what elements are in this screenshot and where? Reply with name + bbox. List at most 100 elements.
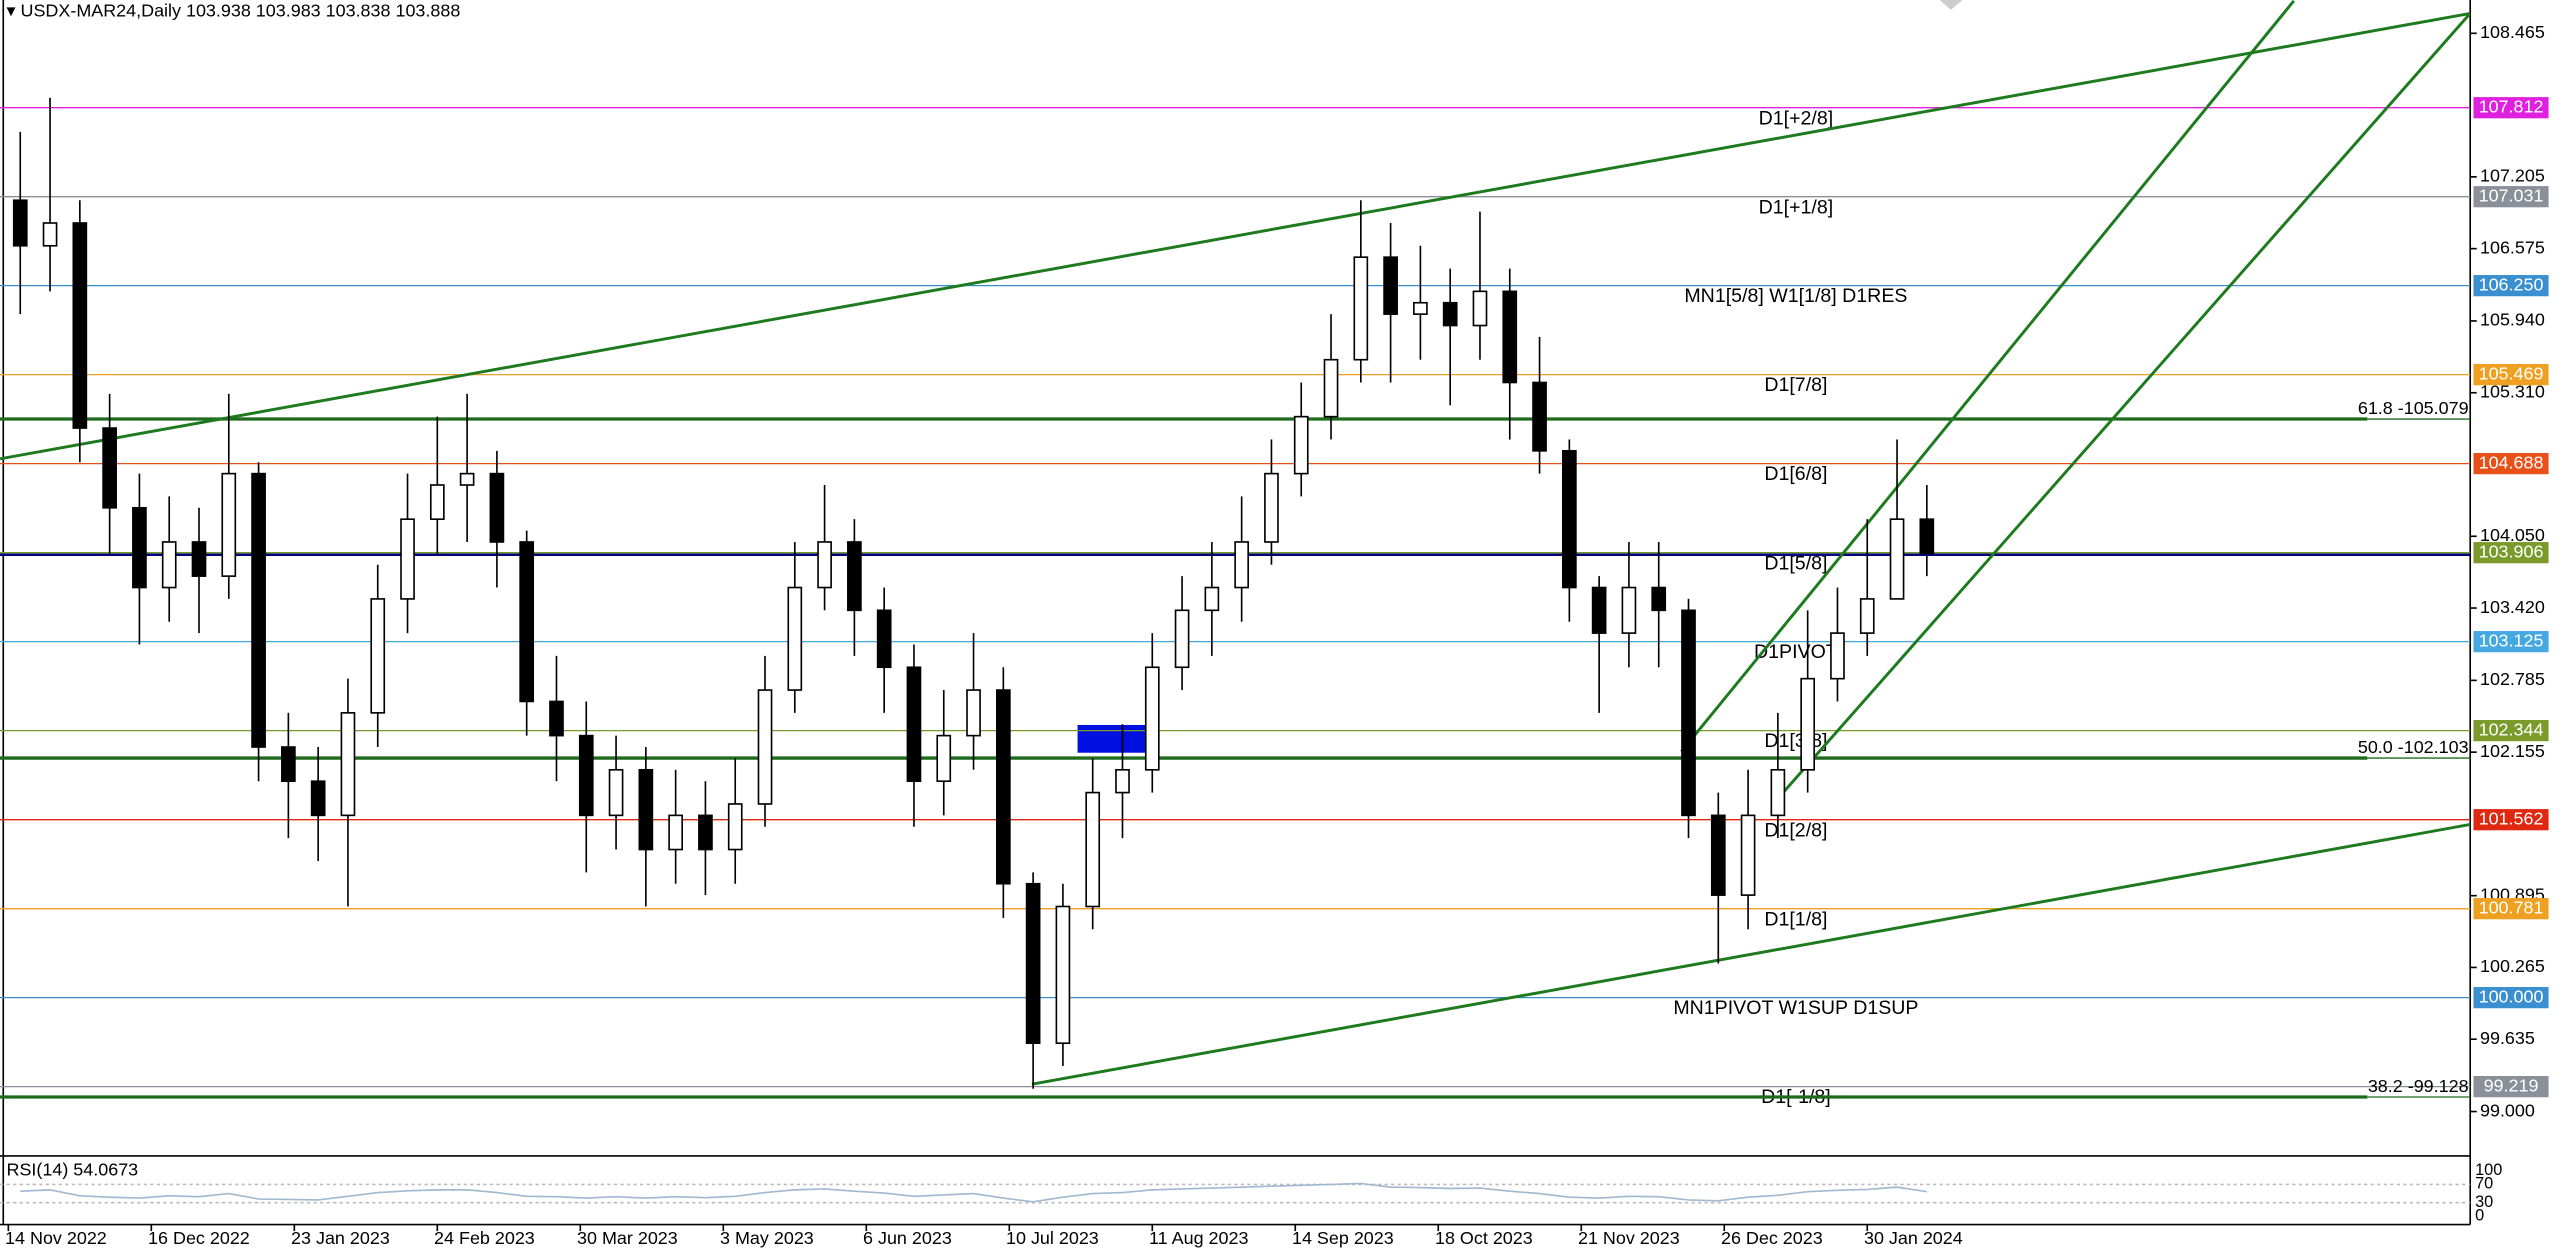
candle-body: [1383, 256, 1398, 315]
x-tick-label: 26 Dec 2023: [1721, 1228, 1823, 1248]
rsi-tick-label: 0: [2475, 1207, 2484, 1225]
level-label: D1[2/8]: [1764, 819, 1827, 841]
ohlc-low: 103.838: [326, 0, 391, 20]
candle-body: [1859, 598, 1875, 634]
level-label: D1PIVOT: [1754, 641, 1838, 663]
candle-body: [817, 541, 832, 589]
y-tick-label: 108.465: [2480, 22, 2545, 42]
level-label: MN1PIVOT W1SUP D1SUP: [1673, 997, 1918, 1019]
candle-body: [1681, 609, 1696, 817]
candle-body: [400, 518, 415, 600]
y-tick-label: 103.420: [2480, 597, 2545, 617]
x-tick-label: 30 Jan 2024: [1864, 1228, 1963, 1248]
fib-label: 38.2 -99.128: [2368, 1076, 2469, 1096]
y-tick-label: 107.205: [2480, 166, 2545, 186]
price-box: [2473, 364, 2549, 386]
candle-body: [1204, 586, 1220, 612]
rsi-tick-label: 30: [2475, 1193, 2493, 1211]
price-box-label: 104.688: [2479, 452, 2544, 472]
candle-body: [191, 541, 207, 577]
candle-body: [906, 666, 922, 783]
candle-body: [251, 472, 266, 748]
candle-body: [668, 814, 683, 851]
candle-body: [1144, 666, 1160, 771]
symbol: USDX-MAR24,Daily: [21, 0, 182, 20]
price-box: [2473, 186, 2549, 208]
x-tick-label: 16 Dec 2022: [148, 1228, 250, 1248]
candle-body: [1025, 882, 1041, 1045]
price-box-label: 103.125: [2479, 630, 2544, 650]
x-tick-label: 24 Feb 2023: [434, 1228, 535, 1248]
price-box: [2473, 1075, 2549, 1098]
rsi-name: RSI(14): [7, 1159, 69, 1179]
candle-body: [72, 222, 88, 429]
trendline: [1774, 12, 2471, 802]
x-tick-label: 3 May 2023: [720, 1228, 814, 1248]
x-tick-label: 11 Aug 2023: [1149, 1228, 1248, 1248]
candle-body: [757, 689, 773, 805]
ohlc-high: 103.983: [256, 0, 321, 20]
candle-body: [1651, 586, 1667, 612]
y-tick-label: 105.310: [2480, 381, 2545, 401]
y-tick-label: 105.940: [2480, 310, 2545, 330]
candle-body: [429, 484, 445, 520]
price-box: [2473, 542, 2549, 564]
x-tick-label: 30 Mar 2023: [577, 1228, 678, 1248]
candle-body: [310, 780, 326, 817]
price-box: [2473, 987, 2549, 1009]
x-tick-label: 18 Oct 2023: [1435, 1228, 1533, 1248]
level-label: D1[+2/8]: [1759, 107, 1834, 129]
candle-body: [1591, 586, 1607, 634]
candle-body: [132, 506, 147, 589]
price-box-label: 107.031: [2479, 185, 2544, 205]
candle-body: [161, 541, 177, 589]
candle-body: [727, 803, 743, 851]
price-box-label: 102.344: [2479, 719, 2544, 739]
candle-body: [966, 689, 981, 737]
price-box-label: 107.812: [2479, 96, 2544, 116]
chart-header: ▾ USDX-MAR24,Daily 103.938 103.983 103.8…: [7, 0, 461, 20]
candle-body: [1770, 768, 1786, 817]
y-tick-label: 99.000: [2480, 1100, 2535, 1120]
candle-body: [995, 689, 1011, 885]
candle-body: [1115, 768, 1130, 794]
level-label: MN1[5/8] W1[1/8] D1RES: [1684, 285, 1907, 307]
level-label: D1[+1/8]: [1759, 196, 1834, 218]
scroll-marker: [1939, 0, 1963, 10]
candle-body: [1621, 586, 1637, 634]
level-label: D1[5/8]: [1764, 552, 1827, 574]
price-box: [2473, 452, 2549, 475]
y-tick-label: 104.050: [2480, 525, 2545, 545]
ohlc-open: 103.938: [186, 0, 251, 20]
price-box-label: 101.562: [2479, 808, 2544, 828]
trendline: [1680, 0, 2295, 753]
candle-body: [519, 541, 535, 703]
candle-body: [578, 734, 594, 817]
candle-body: [459, 472, 475, 486]
candle-body: [340, 712, 356, 817]
price-box: [2473, 631, 2549, 653]
x-tick-label: 14 Nov 2022: [5, 1228, 107, 1248]
y-tick-label: 102.155: [2480, 741, 2545, 761]
candle-body: [1174, 609, 1190, 669]
price-box: [2473, 809, 2549, 831]
price-box: [2473, 275, 2549, 297]
price-box-label: 100.781: [2479, 897, 2544, 917]
level-label: D1[1/8]: [1764, 908, 1827, 930]
rsi-tick-label: 100: [2475, 1161, 2502, 1179]
header-arrow: ▾: [7, 0, 21, 20]
candle-body: [1889, 518, 1905, 600]
candle-body: [1442, 301, 1458, 327]
candle-body: [638, 768, 654, 851]
price-box-label: 103.906: [2479, 541, 2544, 561]
candle-body: [1323, 358, 1339, 418]
candle-body: [281, 746, 296, 783]
level-label: D1[6/8]: [1764, 463, 1827, 485]
trendline: [0, 11, 2471, 461]
level-label: D1[3/8]: [1764, 730, 1827, 752]
price-box: [2473, 720, 2549, 742]
candle-body: [1830, 632, 1845, 680]
y-tick-label: 99.635: [2480, 1028, 2535, 1048]
